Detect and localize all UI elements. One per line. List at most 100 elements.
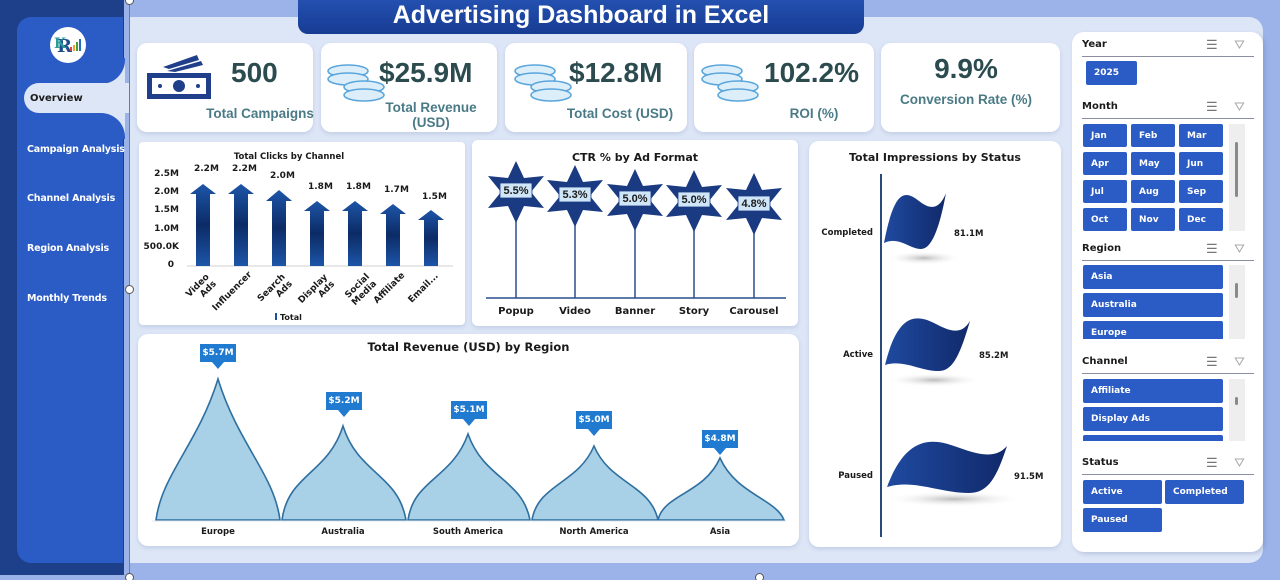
sidebar-item-channel-analysis[interactable]: Channel Analysis bbox=[27, 193, 116, 204]
legend: Total bbox=[275, 313, 302, 322]
cash-icon bbox=[147, 55, 211, 99]
resize-handle[interactable] bbox=[125, 0, 134, 5]
kpi-label: ROI (%) bbox=[789, 106, 839, 121]
x-tick: Europe bbox=[201, 527, 235, 537]
data-label: $4.8M bbox=[704, 434, 736, 444]
y-tick: 1.5M bbox=[154, 205, 179, 215]
clear-filter-icon[interactable]: ⛛ bbox=[1234, 241, 1245, 256]
kpi-card-conversion-rate: 9.9% Conversion Rate (%) bbox=[881, 43, 1060, 132]
slicer-status-item[interactable]: Active bbox=[1083, 480, 1162, 504]
resize-handle[interactable] bbox=[125, 573, 134, 580]
slicer-title: Status bbox=[1082, 457, 1119, 468]
nav-curve bbox=[95, 113, 125, 139]
kpi-value: 102.2% bbox=[764, 57, 859, 88]
page-title: Advertising Dashboard in Excel bbox=[298, 0, 864, 34]
multi-select-icon[interactable]: ☰ bbox=[1206, 455, 1218, 470]
slicer-month-item[interactable]: Sep bbox=[1179, 180, 1223, 203]
slicer-year-header: Year ☰ ⛛ bbox=[1082, 35, 1254, 57]
slicer-month-item[interactable]: Jul bbox=[1083, 180, 1127, 203]
slicer-month-item[interactable]: May bbox=[1131, 152, 1175, 175]
x-tick: Banner bbox=[614, 306, 656, 317]
slicer-panel: Year ☰ ⛛ 2025 Month ☰ ⛛ Jan Feb Mar Apr … bbox=[1072, 32, 1263, 552]
slicer-channel-scrollbar[interactable] bbox=[1229, 379, 1245, 441]
sidebar-item-campaign-analysis[interactable]: Campaign Analysis bbox=[27, 144, 125, 155]
slicer-status-item[interactable]: Paused bbox=[1083, 508, 1162, 532]
y-tick: 2.0M bbox=[154, 187, 179, 197]
slicer-region-item[interactable]: Asia bbox=[1083, 265, 1223, 289]
kpi-value: 9.9% bbox=[934, 53, 998, 84]
clear-filter-icon[interactable]: ⛛ bbox=[1234, 354, 1245, 369]
data-label: 1.5M bbox=[422, 192, 447, 202]
slicer-month-item[interactable]: Dec bbox=[1179, 208, 1223, 231]
slicer-month-item[interactable]: Aug bbox=[1131, 180, 1175, 203]
kpi-card-total-cost: $12.8M Total Cost (USD) bbox=[505, 43, 687, 132]
data-label: 1.8M bbox=[308, 182, 333, 192]
slicer-title: Region bbox=[1082, 243, 1122, 254]
scroll-thumb[interactable] bbox=[1235, 397, 1238, 405]
slicer-month-item[interactable]: Jan bbox=[1083, 124, 1127, 147]
peak-area-series bbox=[152, 344, 786, 522]
x-tick: Story bbox=[678, 306, 710, 317]
chart-title: Total Clicks by Channel bbox=[233, 152, 345, 162]
kpi-label: Conversion Rate (%) bbox=[899, 92, 1033, 107]
resize-handle[interactable] bbox=[755, 573, 764, 580]
multi-select-icon[interactable]: ☰ bbox=[1206, 241, 1218, 256]
data-label: 1.8M bbox=[346, 182, 371, 192]
slicer-month-item[interactable]: Oct bbox=[1083, 208, 1127, 231]
slicer-channel-item[interactable]: Affiliate bbox=[1083, 379, 1223, 403]
kpi-value: 500 bbox=[231, 57, 278, 88]
multi-select-icon[interactable]: ☰ bbox=[1206, 354, 1218, 369]
sidebar-item-region-analysis[interactable]: Region Analysis bbox=[27, 243, 109, 254]
data-label: 4.8% bbox=[741, 198, 767, 210]
scroll-thumb[interactable] bbox=[1235, 283, 1238, 298]
flag-bars bbox=[880, 174, 1024, 537]
multi-select-icon[interactable]: ☰ bbox=[1206, 99, 1218, 114]
coins-icon bbox=[701, 64, 759, 102]
slicer-month-scrollbar[interactable] bbox=[1229, 124, 1245, 231]
slicer-channel-item[interactable]: Display Ads bbox=[1083, 407, 1223, 431]
data-label: 2.0M bbox=[270, 171, 295, 181]
chart-revenue-by-region: Total Revenue (USD) by Region $5.7M $5.2… bbox=[138, 334, 799, 546]
data-label: $5.1M bbox=[453, 405, 485, 415]
slicer-month-item[interactable]: Nov bbox=[1131, 208, 1175, 231]
sidebar-item-overview[interactable]: Overview bbox=[24, 83, 130, 113]
clear-filter-icon[interactable]: ⛛ bbox=[1234, 99, 1245, 114]
x-tick: Popup bbox=[498, 306, 534, 317]
x-tick: Video bbox=[559, 306, 591, 317]
data-label: $5.2M bbox=[328, 396, 360, 406]
multi-select-icon[interactable]: ☰ bbox=[1206, 37, 1218, 52]
slicer-status-item[interactable]: Completed bbox=[1165, 480, 1244, 504]
slicer-region-header: Region ☰ ⛛ bbox=[1082, 239, 1254, 261]
kpi-label: Total Campaigns bbox=[206, 106, 314, 121]
data-label: $5.7M bbox=[202, 348, 234, 358]
clear-filter-icon[interactable]: ⛛ bbox=[1234, 455, 1245, 470]
slicer-region-item[interactable]: Europe bbox=[1083, 321, 1223, 339]
slicer-year-item[interactable]: 2025 bbox=[1086, 61, 1137, 85]
resize-handle[interactable] bbox=[125, 285, 134, 294]
clear-filter-icon[interactable]: ⛛ bbox=[1234, 37, 1245, 52]
data-label: $5.0M bbox=[578, 415, 610, 425]
y-tick: 500.0K bbox=[143, 242, 179, 252]
slicer-title: Month bbox=[1082, 101, 1118, 112]
slicer-region-scrollbar[interactable] bbox=[1229, 265, 1245, 339]
data-label: 2.2M bbox=[194, 164, 219, 174]
arrow-bars bbox=[187, 184, 453, 267]
slicer-channel-item-partial[interactable] bbox=[1083, 435, 1223, 441]
slicer-month-item[interactable]: Apr bbox=[1083, 152, 1127, 175]
data-label: 81.1M bbox=[954, 229, 984, 239]
slicer-month-item[interactable]: Feb bbox=[1131, 124, 1175, 147]
rk-logo-icon: R K bbox=[50, 27, 86, 63]
slicer-month-item[interactable]: Mar bbox=[1179, 124, 1223, 147]
coins-icon bbox=[327, 64, 385, 102]
data-label: 5.3% bbox=[562, 189, 588, 201]
data-label: 5.0% bbox=[622, 193, 648, 205]
slicer-region-item[interactable]: Australia bbox=[1083, 293, 1223, 317]
chart-total-clicks-by-channel: Total Clicks by Channel 2.5M 2.0M 1.5M 1… bbox=[139, 142, 465, 325]
kpi-card-total-campaigns: 500 Total Campaigns bbox=[137, 43, 314, 132]
slicer-title: Year bbox=[1082, 39, 1107, 50]
y-tick: 1.0M bbox=[154, 224, 179, 234]
scroll-thumb[interactable] bbox=[1235, 142, 1238, 197]
slicer-month-item[interactable]: Jun bbox=[1179, 152, 1223, 175]
data-label: 91.5M bbox=[1014, 472, 1044, 482]
sidebar-item-monthly-trends[interactable]: Monthly Trends bbox=[27, 293, 107, 304]
